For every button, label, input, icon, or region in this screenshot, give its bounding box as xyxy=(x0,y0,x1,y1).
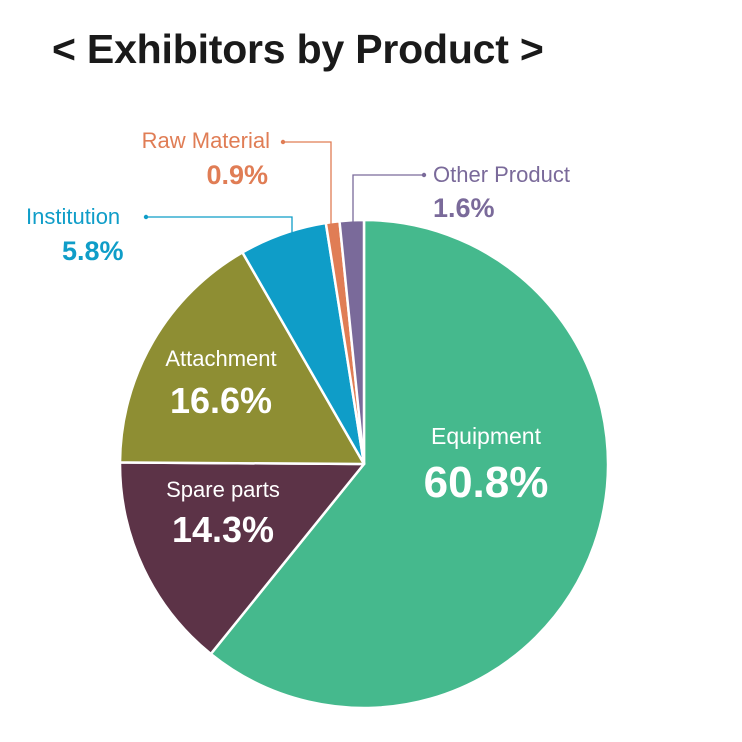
slice-attachment xyxy=(118,251,366,466)
label-raw-material: Raw Material xyxy=(141,128,270,153)
slice-label-equipment: Equipment xyxy=(431,423,542,449)
label-other-product: Other Product xyxy=(433,162,570,187)
slice-label-spare-parts: Spare parts xyxy=(166,477,280,502)
leader-line-raw-material xyxy=(283,141,332,225)
leader-dot-institution xyxy=(143,214,149,220)
value-other-product: 1.6% xyxy=(433,193,495,223)
slice-equipment xyxy=(209,218,610,710)
leader-dot-raw-material xyxy=(280,139,286,145)
slice-other-product xyxy=(338,218,366,466)
slice-value-attachment: 16.6% xyxy=(170,380,272,421)
slice-label-attachment: Attachment xyxy=(165,346,276,371)
slice-value-equipment: 60.8% xyxy=(424,458,549,507)
leader-line-other-product xyxy=(352,174,424,223)
label-institution: Institution xyxy=(26,204,121,229)
slice-spare-parts xyxy=(118,461,366,656)
slice-value-spare-parts: 14.3% xyxy=(172,509,274,550)
value-institution: 5.8% xyxy=(62,236,124,266)
value-raw-material: 0.9% xyxy=(206,160,268,190)
chart-title: < Exhibitors by Product > xyxy=(52,26,544,72)
leader-dot-other-product xyxy=(421,172,427,178)
leader-line-institution xyxy=(146,216,293,240)
